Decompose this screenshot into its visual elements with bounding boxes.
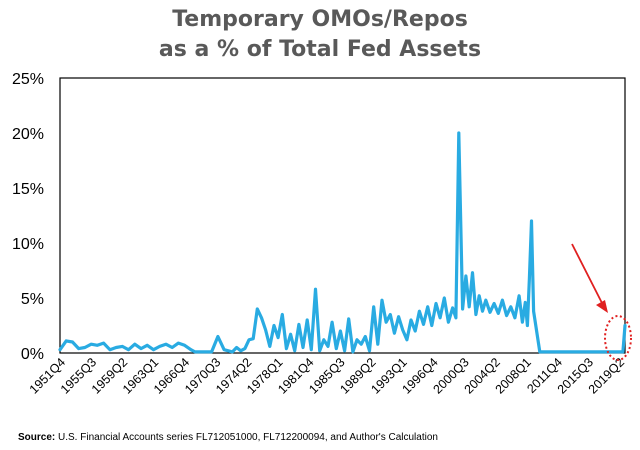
annotation-arrow: [571, 243, 604, 306]
annotation-ellipse: [604, 315, 632, 361]
annotation-arrowhead: [596, 300, 608, 313]
source-note: Source: U.S. Financial Accounts series F…: [18, 432, 438, 443]
y-tick-label: 20%: [12, 126, 44, 143]
y-tick-label: 0%: [21, 346, 44, 363]
chart-subtitle: as a % of Total Fed Assets: [158, 37, 482, 62]
chart-title: Temporary OMOs/Repos: [172, 7, 468, 32]
plot-area: [59, 77, 626, 354]
y-tick-label: 5%: [21, 291, 44, 308]
source-text: U.S. Financial Accounts series FL7120510…: [58, 432, 438, 443]
y-tick-label: 10%: [12, 236, 44, 253]
series-line: [58, 131, 627, 354]
y-tick-label: 25%: [12, 71, 44, 88]
y-tick-label: 15%: [12, 181, 44, 198]
source-label: Source:: [18, 432, 56, 443]
